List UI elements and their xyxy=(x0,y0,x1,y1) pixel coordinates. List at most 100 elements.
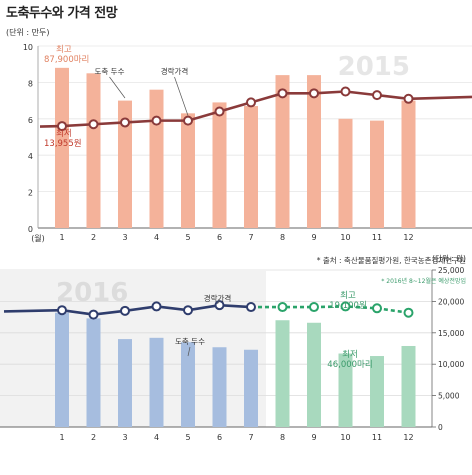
bar-2015-month-6 xyxy=(212,102,227,228)
x-tick-label-2015: 2 xyxy=(91,233,96,242)
x-tick-label-2016: 7 xyxy=(248,433,253,442)
price-point-2015-month-12 xyxy=(403,93,414,104)
annotation-min-label-2016: 최저 xyxy=(342,349,358,360)
annotation-min-value-2016: 46,000마리 xyxy=(327,360,372,370)
x-tick-label-2016: 9 xyxy=(311,433,316,442)
price-point-2016-month-9 xyxy=(309,302,319,313)
x-tick-label-2016: 6 xyxy=(217,433,222,442)
annotation-max-value-2015: 87,900마리 xyxy=(44,55,89,65)
x-tick-label-2015: 3 xyxy=(122,233,127,242)
price-point-2016-month-1 xyxy=(57,305,67,316)
price-point-2015-month-10 xyxy=(340,86,351,97)
x-tick-label-2016: 4 xyxy=(154,433,159,442)
x-tick-label-2015: 7 xyxy=(248,233,253,242)
price-point-2016-month-10 xyxy=(340,301,351,312)
series-label-line-2016: 경락가격 xyxy=(204,293,232,303)
series-label-bar-2016: 도축 두수 xyxy=(175,337,205,346)
y-tick-label-2016: 20,000 xyxy=(438,297,464,306)
y-tick-label-2016: 15,000 xyxy=(438,329,464,338)
x-tick-label-2016: 5 xyxy=(185,433,190,442)
bar-2015-month-10 xyxy=(338,118,353,228)
x-tick-label-2015: 8 xyxy=(280,233,285,242)
y-tick-label-2015: 0 xyxy=(28,225,33,234)
x-tick-label-2016: 1 xyxy=(59,433,64,442)
y-tick-label-2016: 25,000 xyxy=(438,266,464,275)
bar-2015-month-1 xyxy=(55,67,69,228)
bar-2015-month-5 xyxy=(181,113,195,228)
annotation-min-value-2015: 13,955원 xyxy=(44,139,82,149)
price-point-2015-month-6 xyxy=(214,106,225,117)
projection-note-2016: * 2016년 8~12월은 예상전망임 xyxy=(381,277,466,285)
series-leader-bar-2016 xyxy=(187,346,191,357)
price-point-2016-month-11 xyxy=(372,303,382,314)
year-watermark-2015: 2015 xyxy=(338,52,410,82)
price-line-2016-forecast xyxy=(251,305,409,314)
price-point-2015-month-8 xyxy=(277,88,288,99)
bar-2015-month-2 xyxy=(86,73,101,228)
bar-2016-month-6 xyxy=(212,347,227,427)
x-tick-label-2016: 8 xyxy=(280,433,285,442)
x-tick-label-2016: 3 xyxy=(122,433,127,442)
x-tick-label-2015: 12 xyxy=(403,233,413,242)
bar-2016-month-7 xyxy=(244,349,258,427)
y-tick-label-2016: 10,000 xyxy=(438,360,464,369)
y-tick-label-2015: 4 xyxy=(28,152,33,161)
bar-2016-month-5 xyxy=(181,342,195,427)
price-point-2015-month-1 xyxy=(57,121,67,132)
bar-2015-month-8 xyxy=(275,75,290,229)
unit-label-2016: (단위 : 원) xyxy=(432,253,466,263)
annotation-max-label-2016: 최고 xyxy=(340,290,356,301)
bar-2016-month-10 xyxy=(338,353,353,427)
y-tick-label-2015: 10 xyxy=(23,43,33,52)
price-point-2016-month-4 xyxy=(151,301,162,312)
price-point-2016-month-8 xyxy=(277,302,288,313)
x-tick-label-2015: 4 xyxy=(154,233,159,242)
price-point-2016-month-5 xyxy=(183,305,193,316)
series-leader-bar-2015 xyxy=(109,76,126,99)
bar-2016-month-12 xyxy=(401,345,416,427)
page-title: 도축두수와 가격 전망 xyxy=(6,6,118,21)
price-line-2015 xyxy=(39,90,472,128)
y-tick-label-2015: 8 xyxy=(28,79,33,88)
x-tick-label-2015: 11 xyxy=(372,233,382,242)
bar-2015-month-12 xyxy=(401,100,416,228)
price-line-2016-actual xyxy=(3,303,252,316)
y-tick-label-2015: 6 xyxy=(28,116,33,125)
x-tick-label-2015: 10 xyxy=(340,233,350,242)
bar-2015-month-3 xyxy=(118,100,132,228)
price-point-2015-month-4 xyxy=(151,115,162,126)
series-leader-line-2015 xyxy=(174,76,189,116)
annotation-max-value-2016: 19,100원 xyxy=(329,301,367,311)
price-point-2016-month-6 xyxy=(214,300,225,311)
price-point-2015-month-7 xyxy=(246,97,256,108)
unit-label-2015: (단위 : 만두) xyxy=(6,27,49,37)
price-point-2016-month-12 xyxy=(403,307,414,318)
annotation-max-label-2015: 최고 xyxy=(56,44,72,55)
price-point-2016-month-3 xyxy=(120,305,130,316)
bar-2015-month-7 xyxy=(244,106,258,228)
price-point-2015-month-9 xyxy=(309,88,319,99)
bar-2016-month-9 xyxy=(307,322,321,427)
x-tick-label-2016: 10 xyxy=(340,433,350,442)
price-point-2016-month-2 xyxy=(88,309,99,320)
x-unit-label-2015: (월) xyxy=(31,233,45,243)
bar-2016-month-4 xyxy=(149,337,164,427)
x-tick-label-2015: 1 xyxy=(59,233,64,242)
y-tick-label-2015: 2 xyxy=(28,189,33,198)
bar-2016-month-2 xyxy=(86,318,101,427)
x-tick-label-2015: 5 xyxy=(185,233,190,242)
series-label-line-2015: 경락가격 xyxy=(161,66,189,76)
y-tick-label-2016: 5,000 xyxy=(438,392,460,401)
bar-2016-month-11 xyxy=(370,356,384,427)
bar-2016-month-8 xyxy=(275,320,290,427)
price-point-2015-month-5 xyxy=(183,115,193,126)
annotation-min-label-2015: 최저 xyxy=(56,128,72,139)
bar-2016-month-1 xyxy=(55,312,69,427)
series-label-bar-2015: 도축 두수 xyxy=(95,67,125,76)
bar-2016-month-3 xyxy=(118,339,132,427)
x-tick-label-2016: 12 xyxy=(403,433,413,442)
bar-2015-month-9 xyxy=(307,75,321,229)
x-tick-label-2015: 6 xyxy=(217,233,222,242)
price-point-2015-month-11 xyxy=(372,90,382,101)
x-tick-label-2016: 11 xyxy=(372,433,382,442)
